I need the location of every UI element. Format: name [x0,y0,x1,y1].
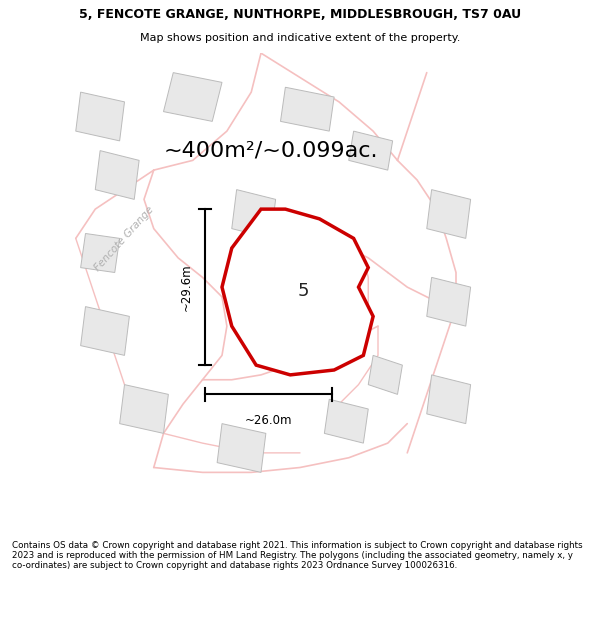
Text: Map shows position and indicative extent of the property.: Map shows position and indicative extent… [140,33,460,43]
Text: 5, FENCOTE GRANGE, NUNTHORPE, MIDDLESBROUGH, TS7 0AU: 5, FENCOTE GRANGE, NUNTHORPE, MIDDLESBRO… [79,8,521,21]
Polygon shape [80,307,130,356]
Polygon shape [427,278,470,326]
Polygon shape [80,234,119,272]
Polygon shape [427,189,470,238]
Polygon shape [222,209,373,375]
Polygon shape [95,151,139,199]
Polygon shape [368,356,403,394]
Text: 5: 5 [298,282,309,300]
Text: ~400m²/~0.099ac.: ~400m²/~0.099ac. [163,141,378,161]
Polygon shape [232,189,275,238]
Polygon shape [119,384,169,433]
Polygon shape [281,88,334,131]
Polygon shape [325,399,368,443]
Polygon shape [76,92,124,141]
Polygon shape [427,375,470,424]
Text: Fencote Grange: Fencote Grange [93,204,156,272]
Text: Fencote Grange: Fencote Grange [259,318,341,354]
Text: ~26.0m: ~26.0m [245,414,292,427]
Polygon shape [349,131,392,170]
Text: ~29.6m: ~29.6m [180,263,193,311]
Polygon shape [217,424,266,472]
Polygon shape [300,297,344,346]
Polygon shape [163,72,222,121]
Text: Contains OS data © Crown copyright and database right 2021. This information is : Contains OS data © Crown copyright and d… [12,541,583,571]
